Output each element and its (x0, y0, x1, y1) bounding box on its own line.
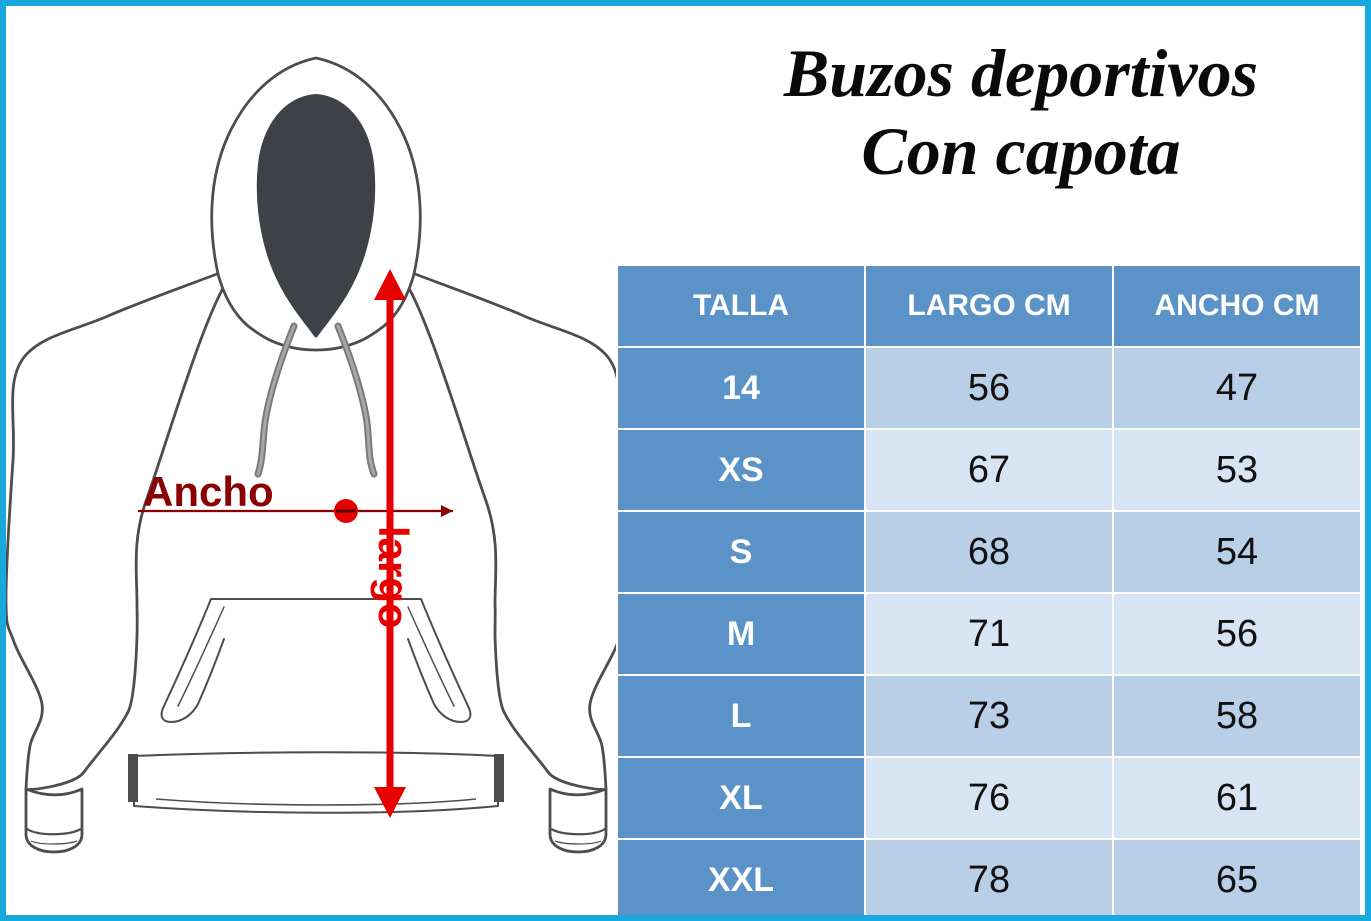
svg-text:largo: largo (370, 526, 417, 629)
svg-text:Ancho: Ancho (143, 468, 274, 515)
